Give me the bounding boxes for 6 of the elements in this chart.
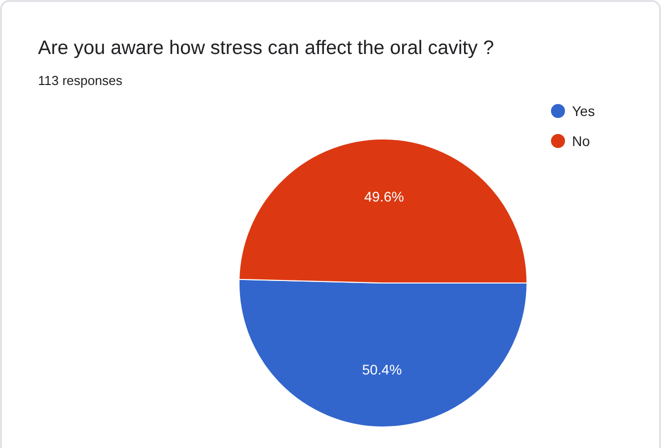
chart-title: Are you aware how stress can affect the oral cavity ? bbox=[38, 37, 494, 59]
legend-label: Yes bbox=[572, 103, 595, 119]
data-label: 49.6% bbox=[364, 188, 404, 205]
text: 113 responses bbox=[38, 73, 123, 88]
legend-label: No bbox=[572, 133, 590, 149]
data-label: 50.4% bbox=[362, 361, 402, 378]
